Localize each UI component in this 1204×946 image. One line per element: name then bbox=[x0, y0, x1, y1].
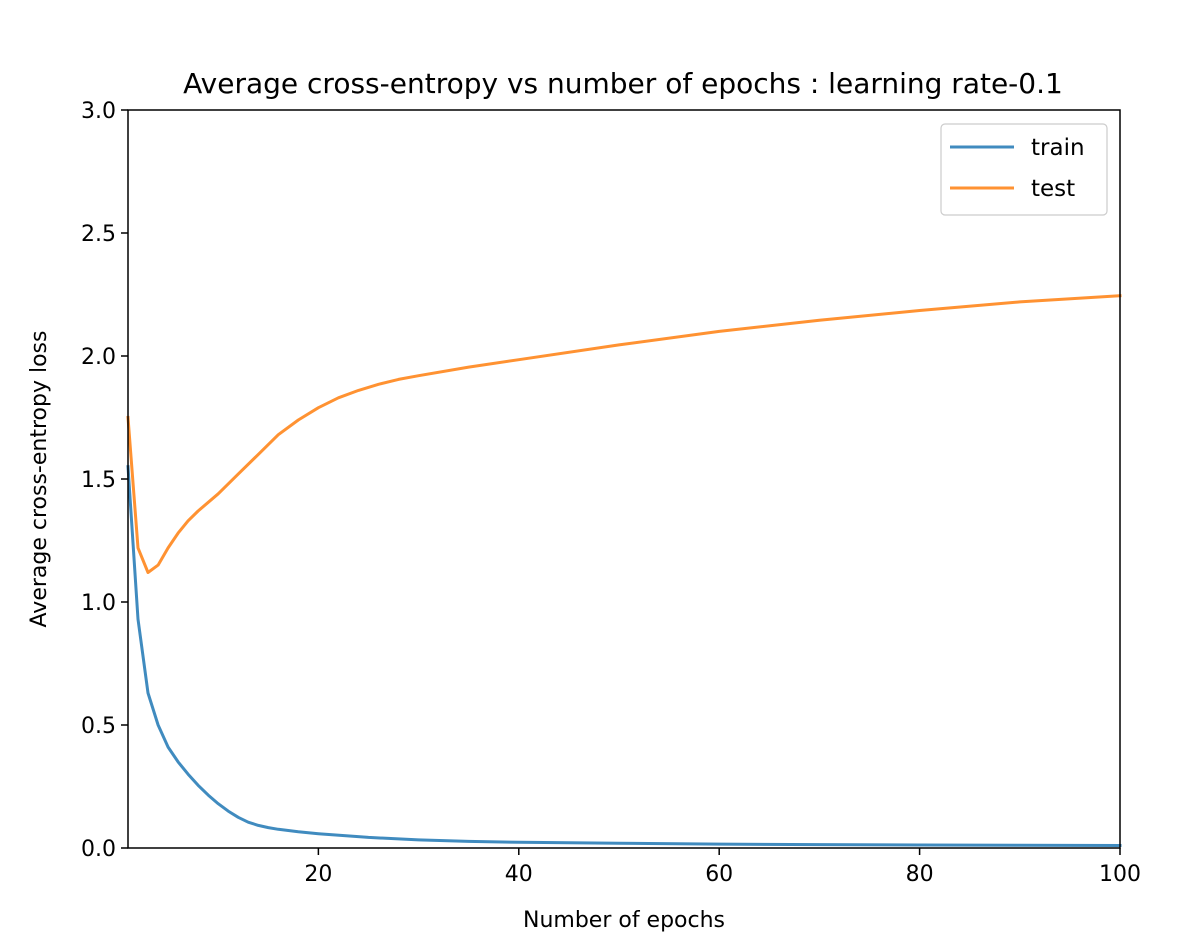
x-tick-label: 20 bbox=[304, 862, 332, 887]
y-tick-label: 3.0 bbox=[81, 99, 116, 124]
y-tick-label: 0.0 bbox=[81, 837, 116, 862]
y-tick-label: 2.0 bbox=[81, 345, 116, 370]
legend-label-train: train bbox=[1031, 135, 1085, 161]
chart-title: Average cross-entropy vs number of epoch… bbox=[183, 67, 1063, 100]
y-tick-label: 1.5 bbox=[81, 468, 116, 493]
y-tick-label: 0.5 bbox=[81, 714, 116, 739]
x-tick-label: 40 bbox=[505, 862, 533, 887]
series-layer bbox=[126, 294, 1122, 848]
x-axis: 20 40 60 80 100 bbox=[304, 848, 1141, 887]
y-tick-label: 1.0 bbox=[81, 591, 116, 616]
x-tick-label: 60 bbox=[705, 862, 733, 887]
x-axis-label: Number of epochs bbox=[523, 908, 725, 933]
y-tick-label: 2.5 bbox=[81, 222, 116, 247]
x-tick-label: 80 bbox=[906, 862, 934, 887]
y-axis-label: Average cross-entropy loss bbox=[27, 331, 52, 628]
x-tick-label: 100 bbox=[1099, 862, 1141, 887]
legend-label-test: test bbox=[1031, 176, 1075, 202]
legend: train test bbox=[940, 123, 1108, 216]
series-line-train bbox=[126, 465, 1122, 848]
y-axis: 0.0 0.5 1.0 1.5 2.0 2.5 3.0 bbox=[81, 99, 128, 862]
series-line-test bbox=[126, 294, 1122, 574]
